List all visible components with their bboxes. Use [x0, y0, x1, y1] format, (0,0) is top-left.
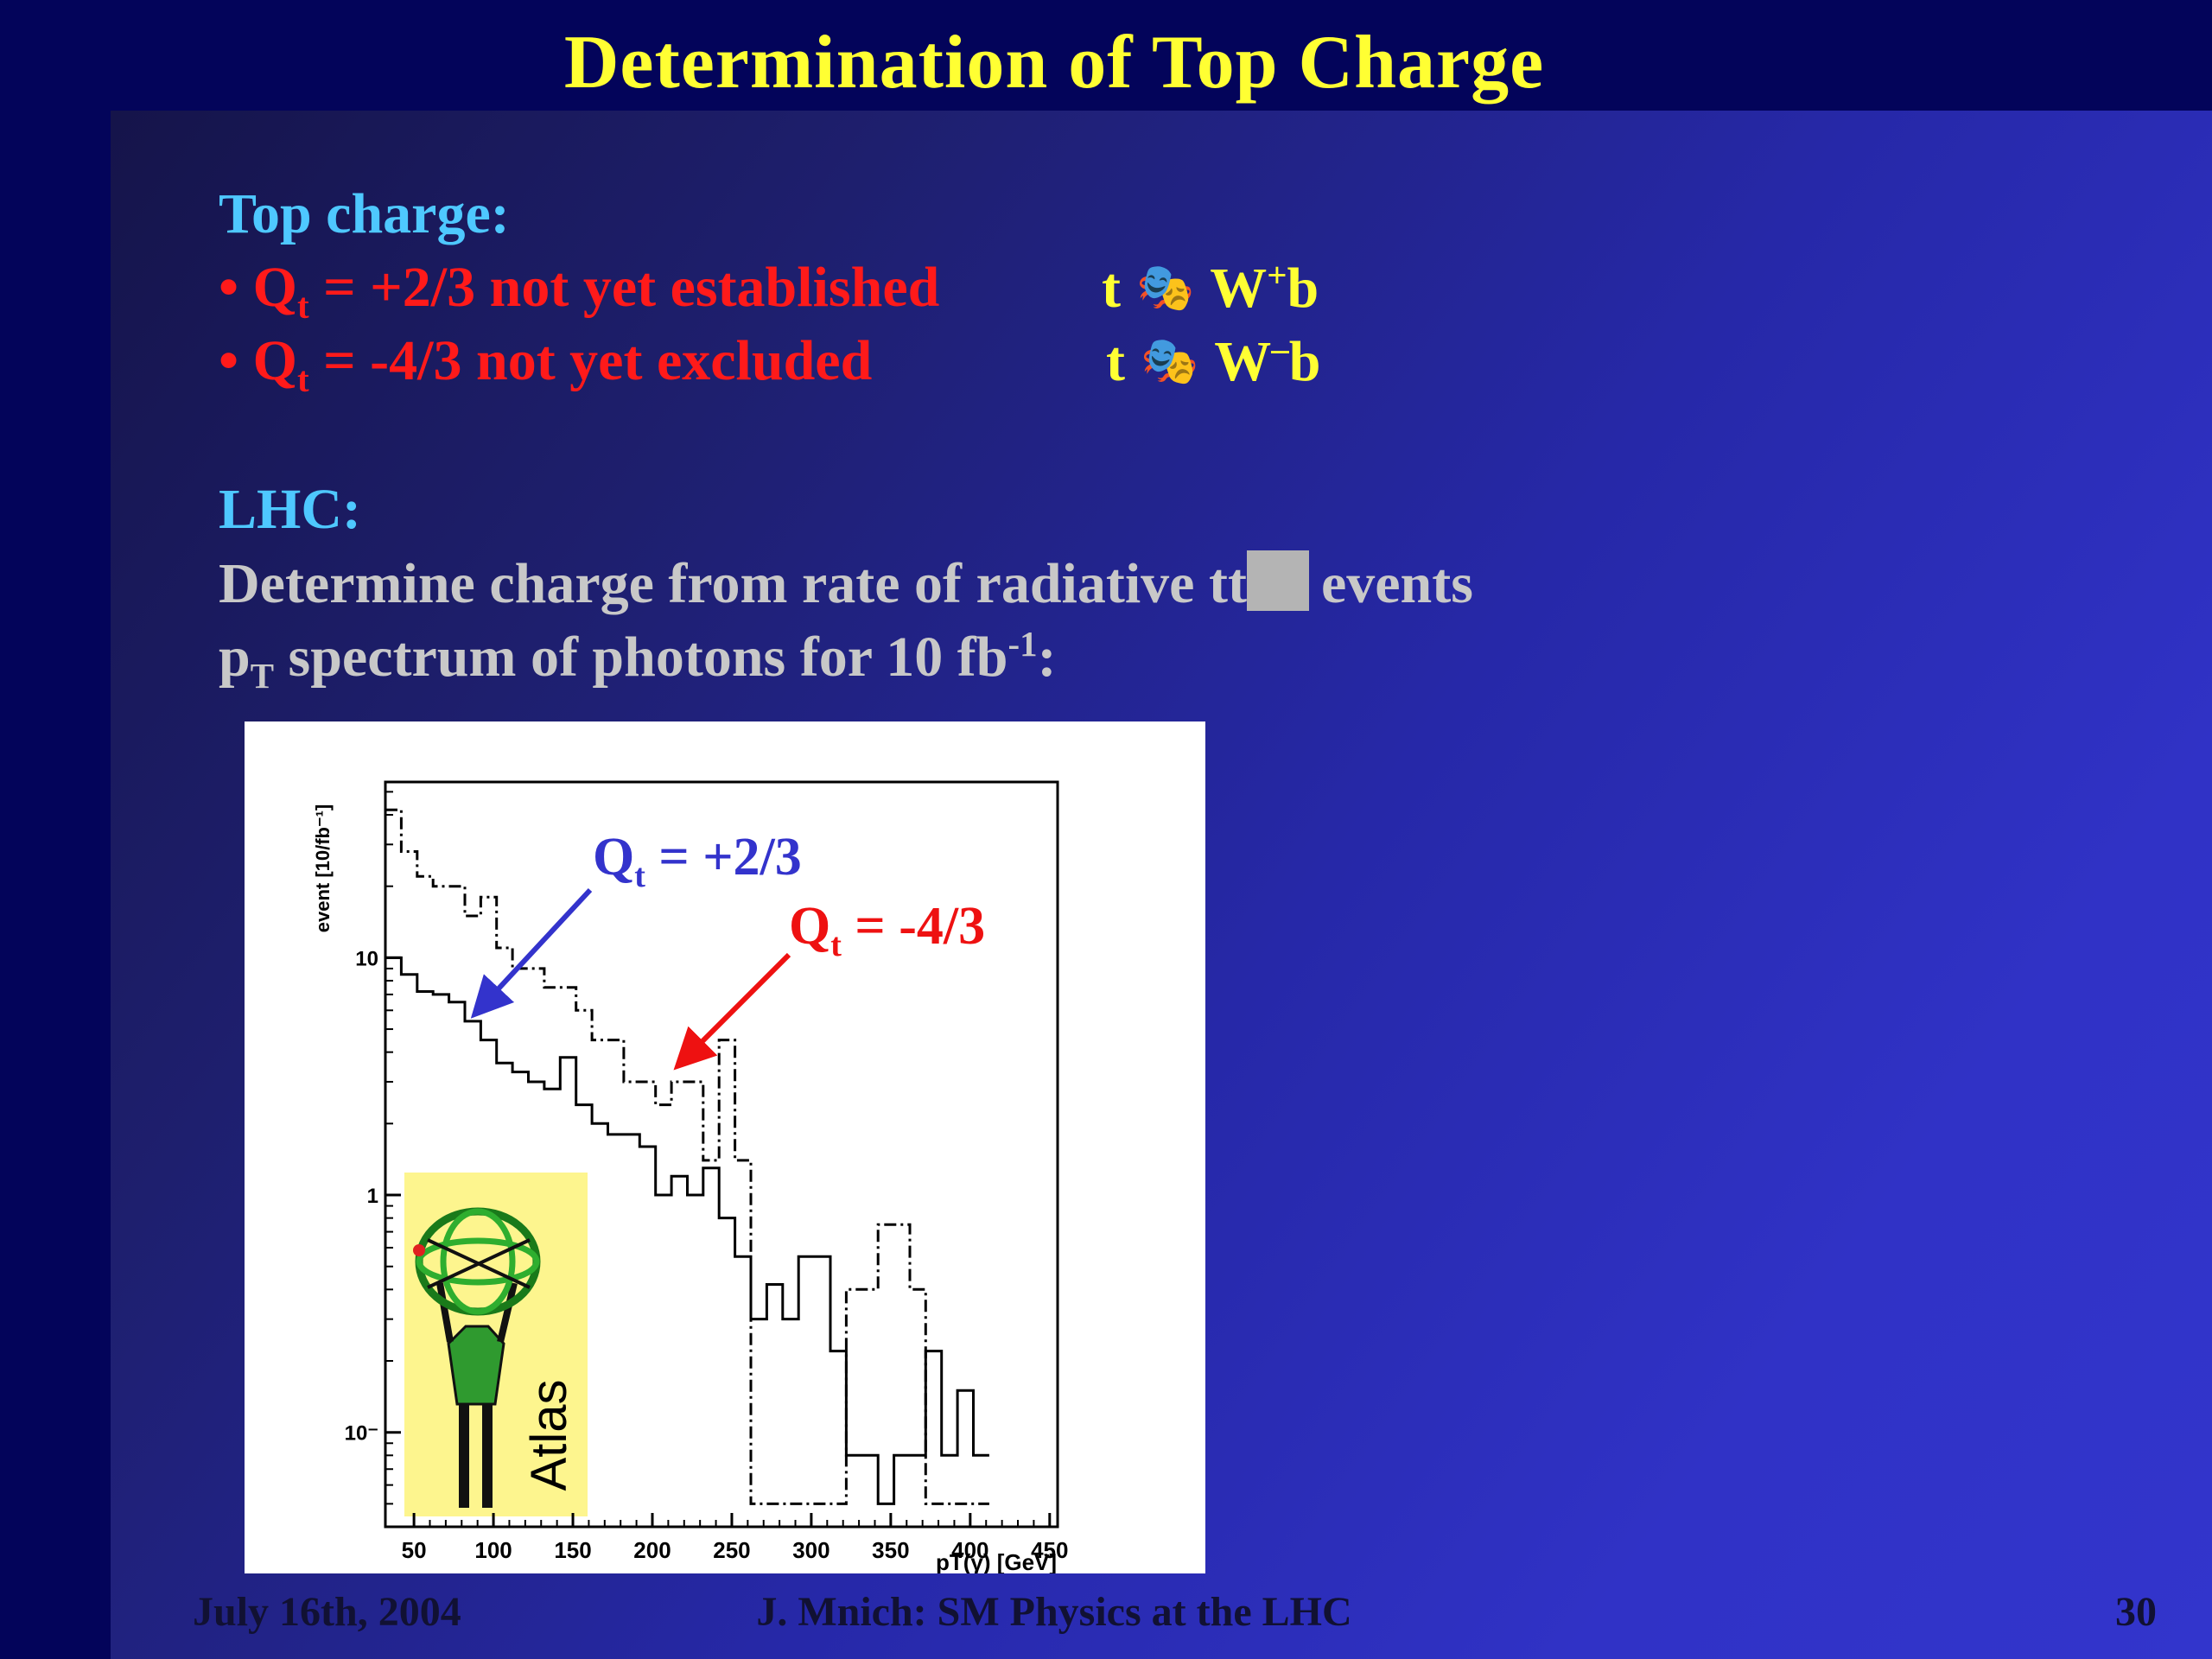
- footer-page-number: 30: [2115, 1589, 2157, 1635]
- decay-wminus: t 🎭 W–b: [1106, 328, 1320, 395]
- arrow-qt-plus: [470, 887, 593, 1019]
- atlas-figure-icon: [413, 1207, 541, 1508]
- bullet-q: • Q: [219, 256, 297, 319]
- y-tick-label: 10⁻: [345, 1422, 378, 1446]
- series-line-1: [385, 808, 989, 1505]
- gamma-placeholder-box: [1246, 550, 1309, 611]
- arrow-qt-minus: [673, 952, 791, 1071]
- heading-top-charge: Top charge:: [219, 182, 510, 245]
- pt-sup: -1: [1007, 625, 1038, 664]
- text-determine-a: Determine charge from rate of radiative …: [219, 552, 1247, 615]
- x-tick-label: 200: [633, 1537, 671, 1563]
- x-tick-label: 100: [474, 1537, 512, 1563]
- bullet-established: • Qt = +2/3 not yet established: [219, 255, 939, 327]
- decay-w: W: [1210, 257, 1268, 320]
- bullet-q-sub: t: [296, 287, 309, 327]
- plot-frame: [384, 780, 1059, 1529]
- x-tick-label: 250: [713, 1537, 750, 1563]
- x-tick-label: 300: [792, 1537, 830, 1563]
- decay-b: b: [1287, 257, 1319, 320]
- y-axis-label: event [10/fb⁻¹]: [312, 804, 334, 933]
- footer-title: J. Mnich: SM Physics at the LHC: [756, 1589, 1352, 1635]
- bullet-text: = -4/3 not yet excluded: [308, 329, 873, 392]
- arrow-symbol-icon: 🎭: [1140, 335, 1199, 387]
- text-pt-spectrum: pT spectrum of photons for 10 fb-1:: [219, 624, 1057, 696]
- x-axis-label: pT(γ) [GeV]: [936, 1549, 1057, 1573]
- annotation-qt-minus: Qt = -4/3: [789, 897, 985, 963]
- bullet-text: = +2/3 not yet established: [308, 256, 940, 319]
- bullet-q-sub: t: [296, 360, 309, 400]
- atlas-inset: Atlas: [404, 1173, 588, 1516]
- decay-t: t: [1106, 330, 1125, 393]
- bullet-excluded: • Qt = -4/3 not yet excluded: [219, 328, 872, 400]
- atlas-label: Atlas: [521, 1380, 577, 1491]
- heading-lhc: LHC:: [219, 478, 361, 541]
- x-tick-label: 50: [402, 1537, 427, 1563]
- bullet-q: • Q: [219, 329, 297, 392]
- series-line-2: [385, 956, 989, 1505]
- y-tick-label: 1: [367, 1185, 378, 1208]
- pt-p: p: [219, 626, 251, 689]
- decay-b: b: [1288, 330, 1321, 393]
- x-tick-label: 350: [872, 1537, 909, 1563]
- text-determine-charge: Determine charge from rate of radiative …: [219, 550, 1473, 617]
- x-tick-label: 150: [554, 1537, 591, 1563]
- figure-panel: Atlas 50 100 150 200 250 300 350 400 450 10 1 10⁻ e…: [245, 721, 1205, 1573]
- decay-wplus: t 🎭 W+b: [1102, 255, 1319, 321]
- decay-t: t: [1102, 257, 1121, 320]
- arrow-symbol-icon: 🎭: [1135, 262, 1195, 314]
- chart-axes: 50 100 150 200 250 300 350 400 450 10 1 10⁻: [345, 791, 1068, 1563]
- decay-sign: +: [1267, 256, 1287, 295]
- x-tick-label: 450: [1031, 1537, 1068, 1563]
- pt-colon: :: [1037, 626, 1057, 689]
- footer-date: July 16th, 2004: [193, 1589, 461, 1635]
- text-determine-b: events: [1320, 552, 1473, 615]
- chart-series: [385, 808, 989, 1505]
- decay-w: W: [1214, 330, 1272, 393]
- decay-sign: –: [1271, 329, 1289, 368]
- annotation-qt-plus: Qt = +2/3: [593, 828, 802, 894]
- x-tick-label: 400: [951, 1537, 988, 1563]
- pt-sub: T: [250, 657, 275, 696]
- photon-pt-chart: Atlas 50 100 150 200 250 300 350 400 450 10 1 10⁻ e…: [312, 780, 1068, 1573]
- pt-text: spectrum of photons for 10 fb: [274, 626, 1008, 689]
- y-tick-label: 10: [355, 947, 378, 970]
- slide-title: Determination of Top Charge: [563, 21, 1545, 105]
